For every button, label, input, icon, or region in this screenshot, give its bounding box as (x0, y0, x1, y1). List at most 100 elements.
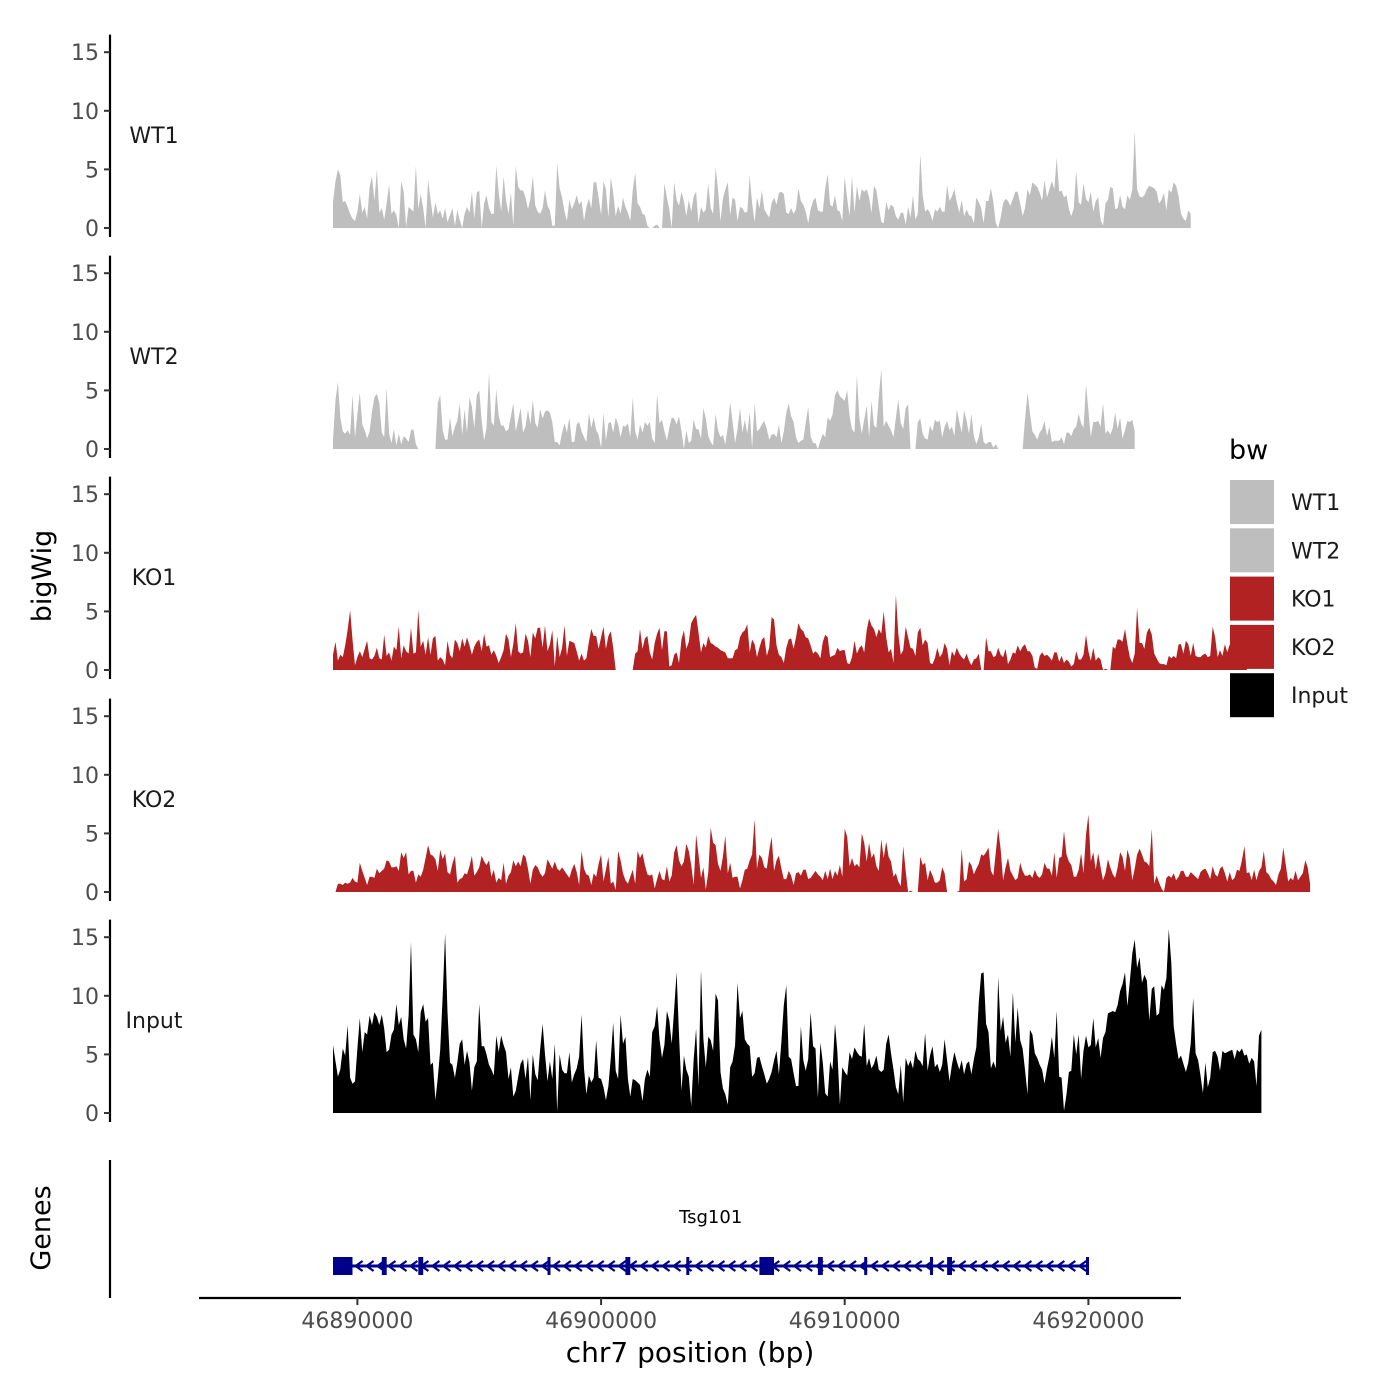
track-label: WT1 (129, 124, 178, 149)
legend-label-ko2: KO2 (1291, 636, 1336, 661)
exon (947, 1257, 952, 1275)
y-tick-label: 5 (85, 158, 99, 183)
y-tick-label: 5 (85, 379, 99, 404)
strand-arrow (452, 1260, 462, 1272)
strand-arrow (989, 1260, 1000, 1272)
x-tick-label: 46900000 (545, 1309, 657, 1334)
y-tick-label: 10 (71, 764, 99, 789)
strand-arrow (1033, 1260, 1044, 1272)
strand-arrow (1055, 1260, 1066, 1272)
strand-arrow (825, 1260, 835, 1272)
legend-label-ko1: KO1 (1291, 588, 1336, 613)
strand-arrow (1044, 1260, 1055, 1272)
strand-arrow (748, 1260, 759, 1272)
strand-arrow (649, 1260, 660, 1272)
track-label: WT2 (129, 345, 178, 370)
strand-arrow (847, 1260, 857, 1272)
strand-arrow (803, 1260, 813, 1272)
exon (418, 1257, 424, 1275)
y-tick-label: 15 (71, 483, 99, 508)
strand-arrow (869, 1260, 879, 1272)
legend: bw WT1 WT2 KO1 KO2 Input (1229, 435, 1348, 718)
strand-arrow (562, 1260, 572, 1272)
y-tick-label: 10 (71, 985, 99, 1010)
strand-arrow (693, 1260, 704, 1272)
strand-arrow (386, 1260, 397, 1272)
strand-arrow (836, 1260, 846, 1272)
strand-arrow (704, 1260, 715, 1272)
strand-arrow (594, 1260, 605, 1272)
strand-arrow (496, 1260, 506, 1272)
strand-arrow (573, 1260, 583, 1272)
track-wt2: 0 5 10 15 WT2 (71, 255, 1135, 463)
strand-arrow (934, 1260, 945, 1272)
strand-arrow (737, 1260, 748, 1272)
strand-arrow (584, 1260, 594, 1272)
strand-arrow (1077, 1260, 1087, 1272)
exon (1086, 1257, 1089, 1275)
track-ko2: 0 5 10 15 KO2 (71, 698, 1311, 906)
strand-arrow (353, 1260, 364, 1272)
exon (333, 1257, 353, 1275)
x-tick-label: 46890000 (301, 1309, 413, 1334)
legend-swatch-input (1230, 673, 1274, 718)
track-label: KO2 (132, 788, 177, 813)
gene-track: Genes Tsg101 (26, 1160, 1089, 1298)
strand-arrow (891, 1260, 901, 1272)
y-tick-label: 0 (85, 1102, 99, 1127)
y-tick-label: 15 (71, 705, 99, 730)
legend-label-wt2: WT2 (1291, 539, 1340, 564)
strand-arrow (507, 1260, 517, 1272)
y-tick-label: 15 (71, 41, 99, 66)
strand-arrow (978, 1260, 989, 1272)
y-tick-label: 5 (85, 1043, 99, 1068)
strand-arrow (671, 1260, 682, 1272)
strand-arrow (463, 1260, 473, 1272)
strand-arrow (605, 1260, 616, 1272)
strand-arrow (902, 1260, 912, 1272)
track-input: 0 5 10 15 Input (71, 919, 1262, 1127)
track-label: Input (126, 1009, 183, 1034)
coverage-area-wt2 (333, 369, 1135, 449)
strand-arrow (880, 1260, 890, 1272)
strand-arrow (518, 1260, 528, 1272)
coverage-area-wt1 (333, 131, 1191, 228)
legend-swatch-wt1 (1230, 480, 1274, 524)
exon (759, 1257, 774, 1275)
exon (547, 1257, 551, 1275)
y-tick-label: 0 (85, 659, 99, 684)
legend-swatch-ko1 (1230, 576, 1274, 621)
track-wt1: 0 5 10 15 WT1 (71, 34, 1191, 242)
legend-title: bw (1229, 435, 1268, 466)
strand-arrow (408, 1260, 419, 1272)
strand-arrow (485, 1260, 495, 1272)
exon (864, 1257, 868, 1275)
exon (930, 1257, 933, 1275)
exon (625, 1257, 631, 1275)
strand-arrow (1000, 1260, 1011, 1272)
strand-arrow (616, 1260, 627, 1272)
coverage-area-ko1 (333, 595, 1247, 670)
x-tick-label: 46920000 (1032, 1309, 1144, 1334)
strand-arrow (1066, 1260, 1076, 1272)
strand-arrow (660, 1260, 671, 1272)
y-tick-label: 10 (71, 321, 99, 346)
x-axis: chr7 position (bp) 46890000 46900000 46910… (199, 1296, 1181, 1369)
strand-arrow (397, 1260, 408, 1272)
strand-arrow (551, 1260, 561, 1272)
strand-arrow (638, 1260, 649, 1272)
coverage-area-ko2 (333, 814, 1311, 892)
y-axis-title: bigWig (27, 530, 58, 623)
y-tick-label: 0 (85, 881, 99, 906)
track-ko1: 0 5 10 15 KO1 (71, 476, 1247, 684)
exon (817, 1257, 823, 1275)
legend-label-wt1: WT1 (1291, 491, 1340, 516)
y-tick-label: 10 (71, 542, 99, 567)
y-tick-label: 10 (71, 100, 99, 125)
strand-arrow (1022, 1260, 1033, 1272)
strand-arrow (1011, 1260, 1022, 1272)
strand-arrow (529, 1260, 539, 1272)
strand-arrow (792, 1260, 802, 1272)
x-axis-title: chr7 position (bp) (566, 1336, 815, 1369)
